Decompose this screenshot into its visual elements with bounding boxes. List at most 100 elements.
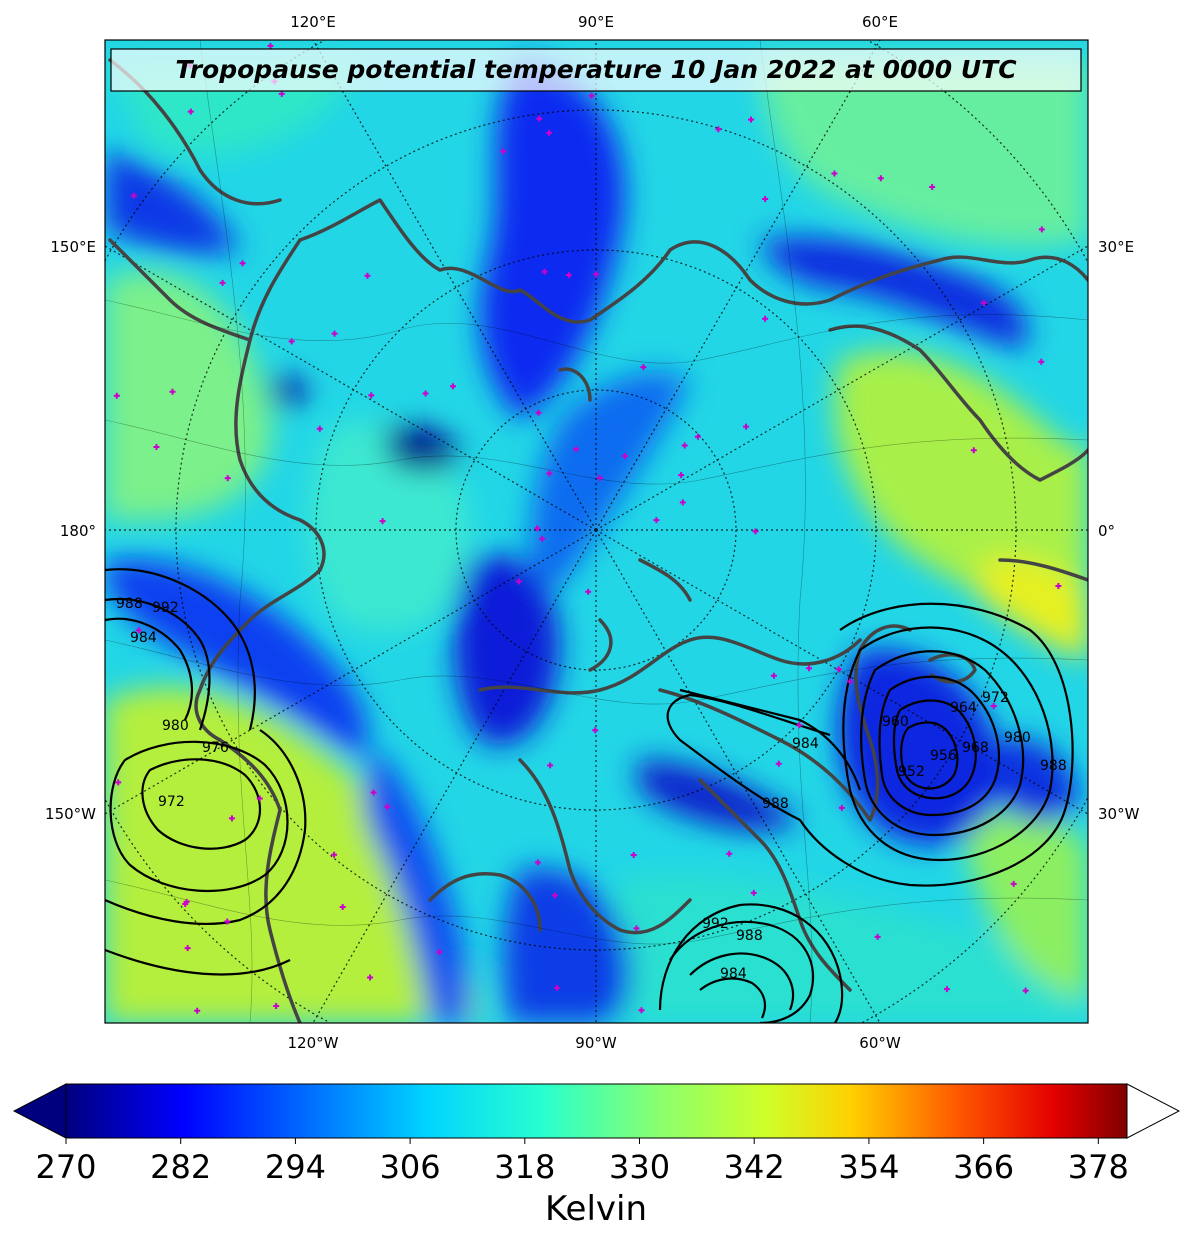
station-marker xyxy=(384,803,391,810)
colorbar-tick-label: 342 xyxy=(724,1148,785,1186)
warm-region-center xyxy=(308,421,470,632)
colorbar-unit-label: Kelvin xyxy=(545,1189,647,1229)
station-marker xyxy=(256,795,263,802)
isobar-west-3 xyxy=(105,568,256,731)
station-marker xyxy=(796,722,803,729)
station-marker xyxy=(539,535,546,542)
lon-label-right-3: 30°W xyxy=(1098,805,1140,823)
station-marker xyxy=(929,183,936,190)
station-marker xyxy=(339,904,346,911)
cold-spot-west-small xyxy=(270,376,308,406)
station-marker xyxy=(681,442,688,449)
coast-siberia-east xyxy=(234,238,326,572)
isobar-west-low-2 xyxy=(109,740,289,893)
station-marker xyxy=(278,90,285,97)
station-marker xyxy=(534,859,541,866)
colorbar-tick-label: 330 xyxy=(609,1148,670,1186)
thin-contour-5 xyxy=(199,40,253,1023)
station-marker xyxy=(219,279,226,286)
colorbar-tick-label: 366 xyxy=(953,1148,1014,1186)
isobar-label: 952 xyxy=(898,764,925,780)
station-marker xyxy=(370,789,377,796)
station-marker xyxy=(187,108,194,115)
station-marker xyxy=(316,425,323,432)
station-marker xyxy=(1022,987,1029,994)
station-marker xyxy=(367,974,374,981)
station-marker xyxy=(331,330,338,337)
station-marker xyxy=(565,272,572,279)
map-title: Tropopause potential temperature 10 Jan … xyxy=(175,55,1017,84)
station-marker xyxy=(1055,583,1062,590)
isobar-label: 988 xyxy=(762,796,789,812)
isobar-south-outer xyxy=(658,903,844,1023)
cold-spot-east-low2 xyxy=(1000,738,1080,823)
lon-label-right-1: 30°E xyxy=(1098,238,1134,256)
isobar-label: 976 xyxy=(202,740,229,756)
cold-trough-center xyxy=(453,554,560,746)
station-marker xyxy=(679,499,686,506)
station-marker xyxy=(115,779,122,786)
colorbar-tick-label: 270 xyxy=(35,1148,96,1186)
station-marker xyxy=(267,42,274,49)
isobar-label: 988 xyxy=(1040,758,1067,774)
station-marker xyxy=(331,851,338,858)
meridian-120e xyxy=(312,40,597,531)
station-marker xyxy=(182,901,189,908)
thin-contour-2 xyxy=(105,419,1088,485)
station-marker xyxy=(588,92,595,99)
station-marker xyxy=(596,474,603,481)
isobar-east-tail xyxy=(679,688,862,791)
colorbar: 270 282 294 306 318 330 342 354 366 378 Kelvin xyxy=(12,1083,1181,1229)
station-marker xyxy=(573,446,580,453)
isobar-east-1 xyxy=(842,626,1054,862)
lon-label-top-2: 90°E xyxy=(578,13,614,31)
coast-arctic-islands xyxy=(558,367,692,672)
station-marker xyxy=(640,364,647,371)
station-marker xyxy=(239,260,246,267)
isobar-west-outer xyxy=(105,729,307,926)
coast-canada-arctic xyxy=(478,635,862,695)
station-marker xyxy=(630,851,637,858)
isobar-label: 960 xyxy=(882,714,909,730)
station-marker xyxy=(541,268,548,275)
station-marker xyxy=(748,116,755,123)
station-marker xyxy=(1010,880,1017,887)
isobar-label: 956 xyxy=(930,748,957,764)
colorbar-tick-label: 306 xyxy=(380,1148,441,1186)
isobar-labels: 988 992 984 980 976 972 984 960 964 956 … xyxy=(116,596,1067,982)
station-marker xyxy=(436,949,443,956)
station-marker xyxy=(638,1007,645,1014)
isobar-label: 984 xyxy=(130,630,157,646)
colorbar-tick-label: 294 xyxy=(265,1148,326,1186)
station-marker xyxy=(877,175,884,182)
station-marker xyxy=(368,392,375,399)
isobar-west-outer-2 xyxy=(105,948,291,976)
station-marker xyxy=(770,672,777,679)
lon-label-right-2: 0° xyxy=(1098,522,1115,540)
colorbar-ticks: 270 282 294 306 318 330 342 354 366 378 xyxy=(35,1138,1129,1186)
cold-spot-center-north xyxy=(385,426,460,471)
lon-label-bottom-3: 60°W xyxy=(859,1034,901,1052)
station-marker xyxy=(838,804,845,811)
coast-hudson-bay xyxy=(518,758,692,935)
station-marker xyxy=(224,475,231,482)
station-marker xyxy=(422,390,429,397)
station-marker xyxy=(970,447,977,454)
station-marker xyxy=(585,588,592,595)
cold-trough-north xyxy=(480,60,626,420)
station-marker xyxy=(500,148,507,155)
station-marker xyxy=(621,453,628,460)
coast-kamchatka xyxy=(108,238,252,342)
station-marker xyxy=(831,170,838,177)
coast-iceland xyxy=(928,653,977,684)
lon-label-bottom-2: 90°W xyxy=(575,1034,617,1052)
warm-region-yellow-east xyxy=(980,557,1088,660)
lon-label-top-3: 60°E xyxy=(862,13,898,31)
isobar-label: 968 xyxy=(962,740,989,756)
isobar-east-4 xyxy=(892,699,977,800)
isobar-label: 964 xyxy=(950,700,977,716)
warm-region-southwest xyxy=(105,687,480,1023)
station-marker xyxy=(228,815,235,822)
